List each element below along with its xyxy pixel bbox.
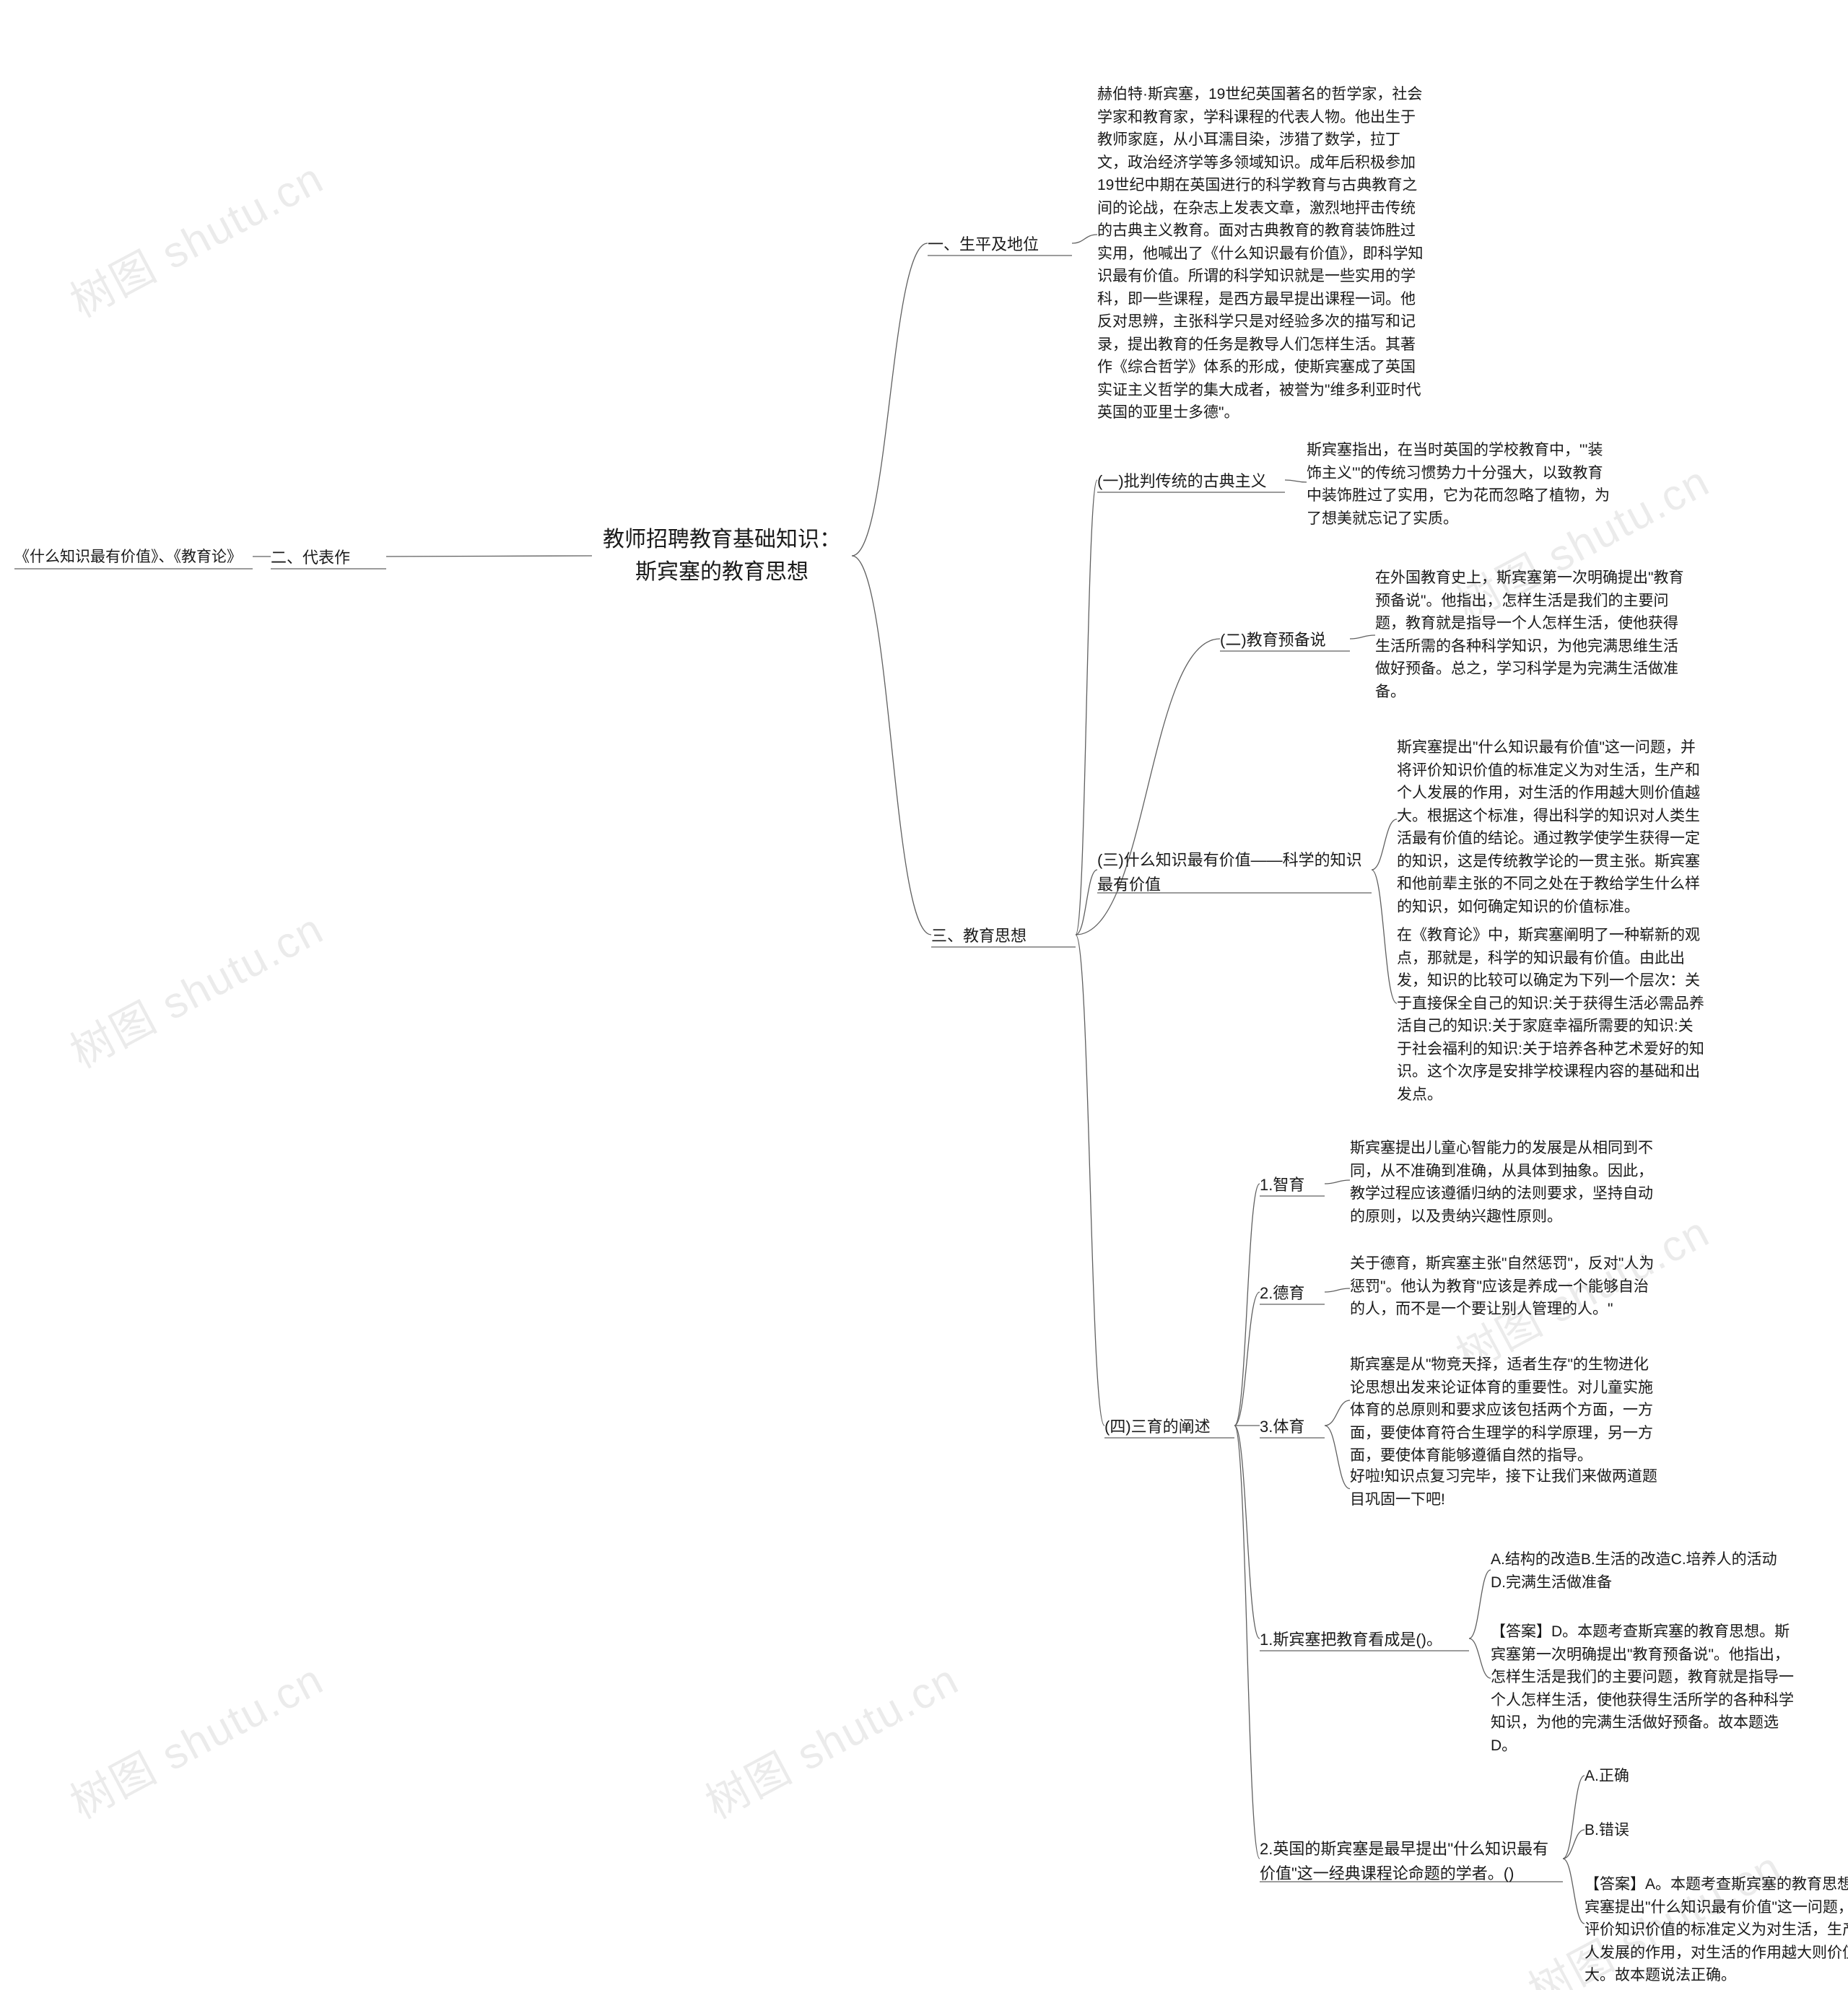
node-r3d5c: 【答案】A。本题考查斯宾塞的教育思想。斯宾塞提出"什么知识最有价值"这一问题，并… (1585, 1873, 1848, 1987)
node-r3d1a: 斯宾塞提出儿童心智能力的发展是从相同到不同，从不准确到准确，从具体到抽象。因此，… (1350, 1137, 1660, 1228)
root-node: 教师招聘教育基础知识： 斯宾塞的教育思想 (592, 523, 852, 588)
node-r3d3b: 好啦!知识点复习完毕，接下让我们来做两道题目巩固一下吧! (1350, 1465, 1660, 1511)
node-r3b1: 在外国教育史上，斯宾塞第一次明确提出"教育预备说"。他指出，怎样生活是我们的主要… (1375, 567, 1686, 703)
node-r3c: (三)什么知识最有价值——科学的知识最有价值 (1097, 848, 1372, 897)
node-r3d: (四)三育的阐述 (1104, 1415, 1234, 1439)
node-r3b: (二)教育预备说 (1220, 628, 1350, 653)
node-r3d4a: A.结构的改造B.生活的改造C.培养人的活动D.完满生活做准备 (1491, 1548, 1787, 1594)
node-r3d5: 2.英国的斯宾塞是最早提出"什么知识最有价值"这一经典课程论命题的学者。() (1260, 1837, 1563, 1886)
node-l1a: 《什么知识最有价值》、《教育论》 (14, 546, 253, 569)
node-l1: 二、代表作 (271, 546, 386, 570)
node-r3d2a: 关于德育，斯宾塞主张"自然惩罚"，反对"人为惩罚"。他认为教育"应该是养成一个能… (1350, 1252, 1660, 1321)
node-r3d4b: 【答案】D。本题考查斯宾塞的教育思想。斯宾塞第一次明确提出"教育预备说"。他指出… (1491, 1620, 1794, 1757)
node-r3d3a: 斯宾塞是从"物竞天择，适者生存"的生物进化论思想出发来论证体育的重要性。对儿童实… (1350, 1353, 1660, 1467)
node-r3d5a: A.正确 (1585, 1765, 1671, 1788)
node-r1: 一、生平及地位 (928, 232, 1072, 257)
node-r3d4: 1.斯宾塞把教育看成是()。 (1260, 1628, 1469, 1652)
node-r3c2: 在《教育论》中，斯宾塞阐明了一种崭新的观点，那就是，科学的知识最有价值。由此出发… (1397, 924, 1707, 1106)
node-r3d3: 3.体育 (1260, 1415, 1325, 1439)
node-r3a: (一)批判传统的古典主义 (1097, 469, 1285, 494)
node-r3d2: 2.德育 (1260, 1281, 1325, 1306)
node-r3: 三、教育思想 (931, 924, 1076, 948)
node-r1a: 赫伯特·斯宾塞，19世纪英国著名的哲学家，社会学家和教育家，学科课程的代表人物。… (1097, 83, 1426, 424)
node-r3c1: 斯宾塞提出"什么知识最有价值"这一问题，并将评价知识价值的标准定义为对生活，生产… (1397, 736, 1707, 918)
node-r3d1: 1.智育 (1260, 1173, 1325, 1197)
node-r3a1: 斯宾塞指出，在当时英国的学校教育中，"'装饰主义'"的传统习惯势力十分强大，以致… (1307, 439, 1617, 530)
node-r3d5b: B.错误 (1585, 1819, 1671, 1842)
